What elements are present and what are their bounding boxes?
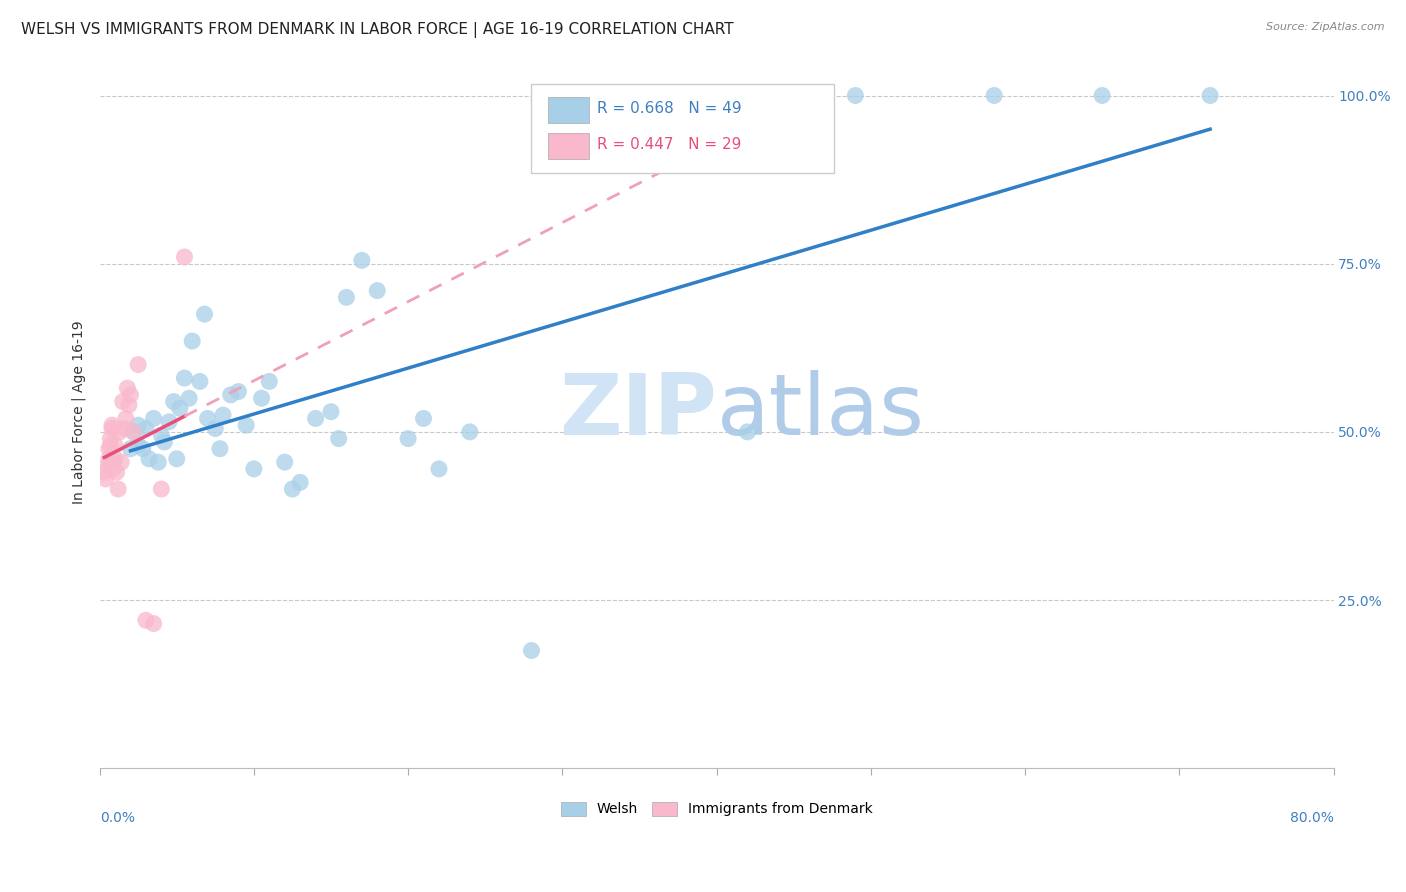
Point bbox=[122, 425, 145, 439]
Point bbox=[169, 401, 191, 416]
Point bbox=[111, 394, 134, 409]
Point bbox=[219, 388, 242, 402]
Point bbox=[288, 475, 311, 490]
Point bbox=[97, 442, 120, 456]
Point bbox=[193, 307, 215, 321]
Point bbox=[1199, 88, 1222, 103]
Point bbox=[101, 418, 124, 433]
Point bbox=[273, 455, 295, 469]
Text: 80.0%: 80.0% bbox=[1289, 811, 1333, 825]
Point bbox=[103, 462, 125, 476]
Point bbox=[412, 411, 434, 425]
Point bbox=[148, 455, 170, 469]
Point bbox=[319, 405, 342, 419]
Point bbox=[108, 425, 131, 439]
Point bbox=[142, 411, 165, 425]
Point bbox=[150, 482, 173, 496]
Point bbox=[127, 418, 149, 433]
Point bbox=[844, 88, 866, 103]
Point bbox=[396, 432, 419, 446]
Point bbox=[173, 250, 195, 264]
Point bbox=[520, 643, 543, 657]
Point bbox=[110, 455, 132, 469]
Point bbox=[737, 425, 759, 439]
Point bbox=[350, 253, 373, 268]
Point bbox=[177, 391, 200, 405]
Y-axis label: In Labor Force | Age 16-19: In Labor Force | Age 16-19 bbox=[72, 320, 86, 503]
Point bbox=[208, 442, 231, 456]
Text: 0.0%: 0.0% bbox=[100, 811, 135, 825]
Point bbox=[135, 421, 157, 435]
Point bbox=[132, 442, 155, 456]
Point bbox=[117, 381, 139, 395]
Point bbox=[96, 458, 118, 473]
Point bbox=[115, 411, 138, 425]
Legend: Welsh, Immigrants from Denmark: Welsh, Immigrants from Denmark bbox=[555, 796, 879, 822]
Point bbox=[100, 432, 122, 446]
Point bbox=[93, 465, 115, 479]
FancyBboxPatch shape bbox=[531, 84, 834, 173]
Point bbox=[188, 375, 211, 389]
Point bbox=[1091, 88, 1114, 103]
Point bbox=[173, 371, 195, 385]
Point bbox=[135, 613, 157, 627]
Point bbox=[304, 411, 326, 425]
Point bbox=[328, 432, 350, 446]
Point bbox=[235, 418, 257, 433]
Text: Source: ZipAtlas.com: Source: ZipAtlas.com bbox=[1267, 22, 1385, 32]
Point bbox=[138, 451, 160, 466]
Point bbox=[101, 421, 124, 435]
Point bbox=[103, 455, 125, 469]
Point bbox=[250, 391, 273, 405]
Point bbox=[100, 438, 122, 452]
Point bbox=[127, 438, 149, 452]
Point bbox=[335, 290, 357, 304]
Point bbox=[259, 375, 281, 389]
Point bbox=[458, 425, 481, 439]
Point bbox=[120, 442, 142, 456]
Point bbox=[104, 438, 127, 452]
Point bbox=[166, 451, 188, 466]
Point bbox=[212, 408, 235, 422]
Point bbox=[127, 358, 149, 372]
Point bbox=[118, 398, 141, 412]
Point bbox=[427, 462, 450, 476]
Point bbox=[983, 88, 1005, 103]
Point bbox=[122, 425, 145, 439]
Point bbox=[197, 411, 219, 425]
Point bbox=[163, 394, 186, 409]
Text: R = 0.668   N = 49: R = 0.668 N = 49 bbox=[598, 101, 741, 116]
Point bbox=[120, 388, 142, 402]
FancyBboxPatch shape bbox=[547, 97, 589, 123]
Point bbox=[157, 415, 180, 429]
Text: ZIP: ZIP bbox=[558, 370, 717, 453]
Point bbox=[204, 421, 226, 435]
Point bbox=[105, 465, 128, 479]
Point bbox=[150, 428, 173, 442]
Point bbox=[366, 284, 388, 298]
Text: R = 0.447   N = 29: R = 0.447 N = 29 bbox=[598, 136, 741, 152]
Point bbox=[107, 482, 129, 496]
Point bbox=[281, 482, 304, 496]
Point bbox=[94, 472, 117, 486]
Text: WELSH VS IMMIGRANTS FROM DENMARK IN LABOR FORCE | AGE 16-19 CORRELATION CHART: WELSH VS IMMIGRANTS FROM DENMARK IN LABO… bbox=[21, 22, 734, 38]
Point bbox=[112, 421, 135, 435]
Point bbox=[142, 616, 165, 631]
FancyBboxPatch shape bbox=[547, 133, 589, 159]
Point bbox=[181, 334, 204, 348]
Point bbox=[104, 451, 127, 466]
Point bbox=[228, 384, 250, 399]
Point bbox=[97, 451, 120, 466]
Point bbox=[153, 434, 176, 449]
Text: atlas: atlas bbox=[717, 370, 925, 453]
Point bbox=[243, 462, 266, 476]
